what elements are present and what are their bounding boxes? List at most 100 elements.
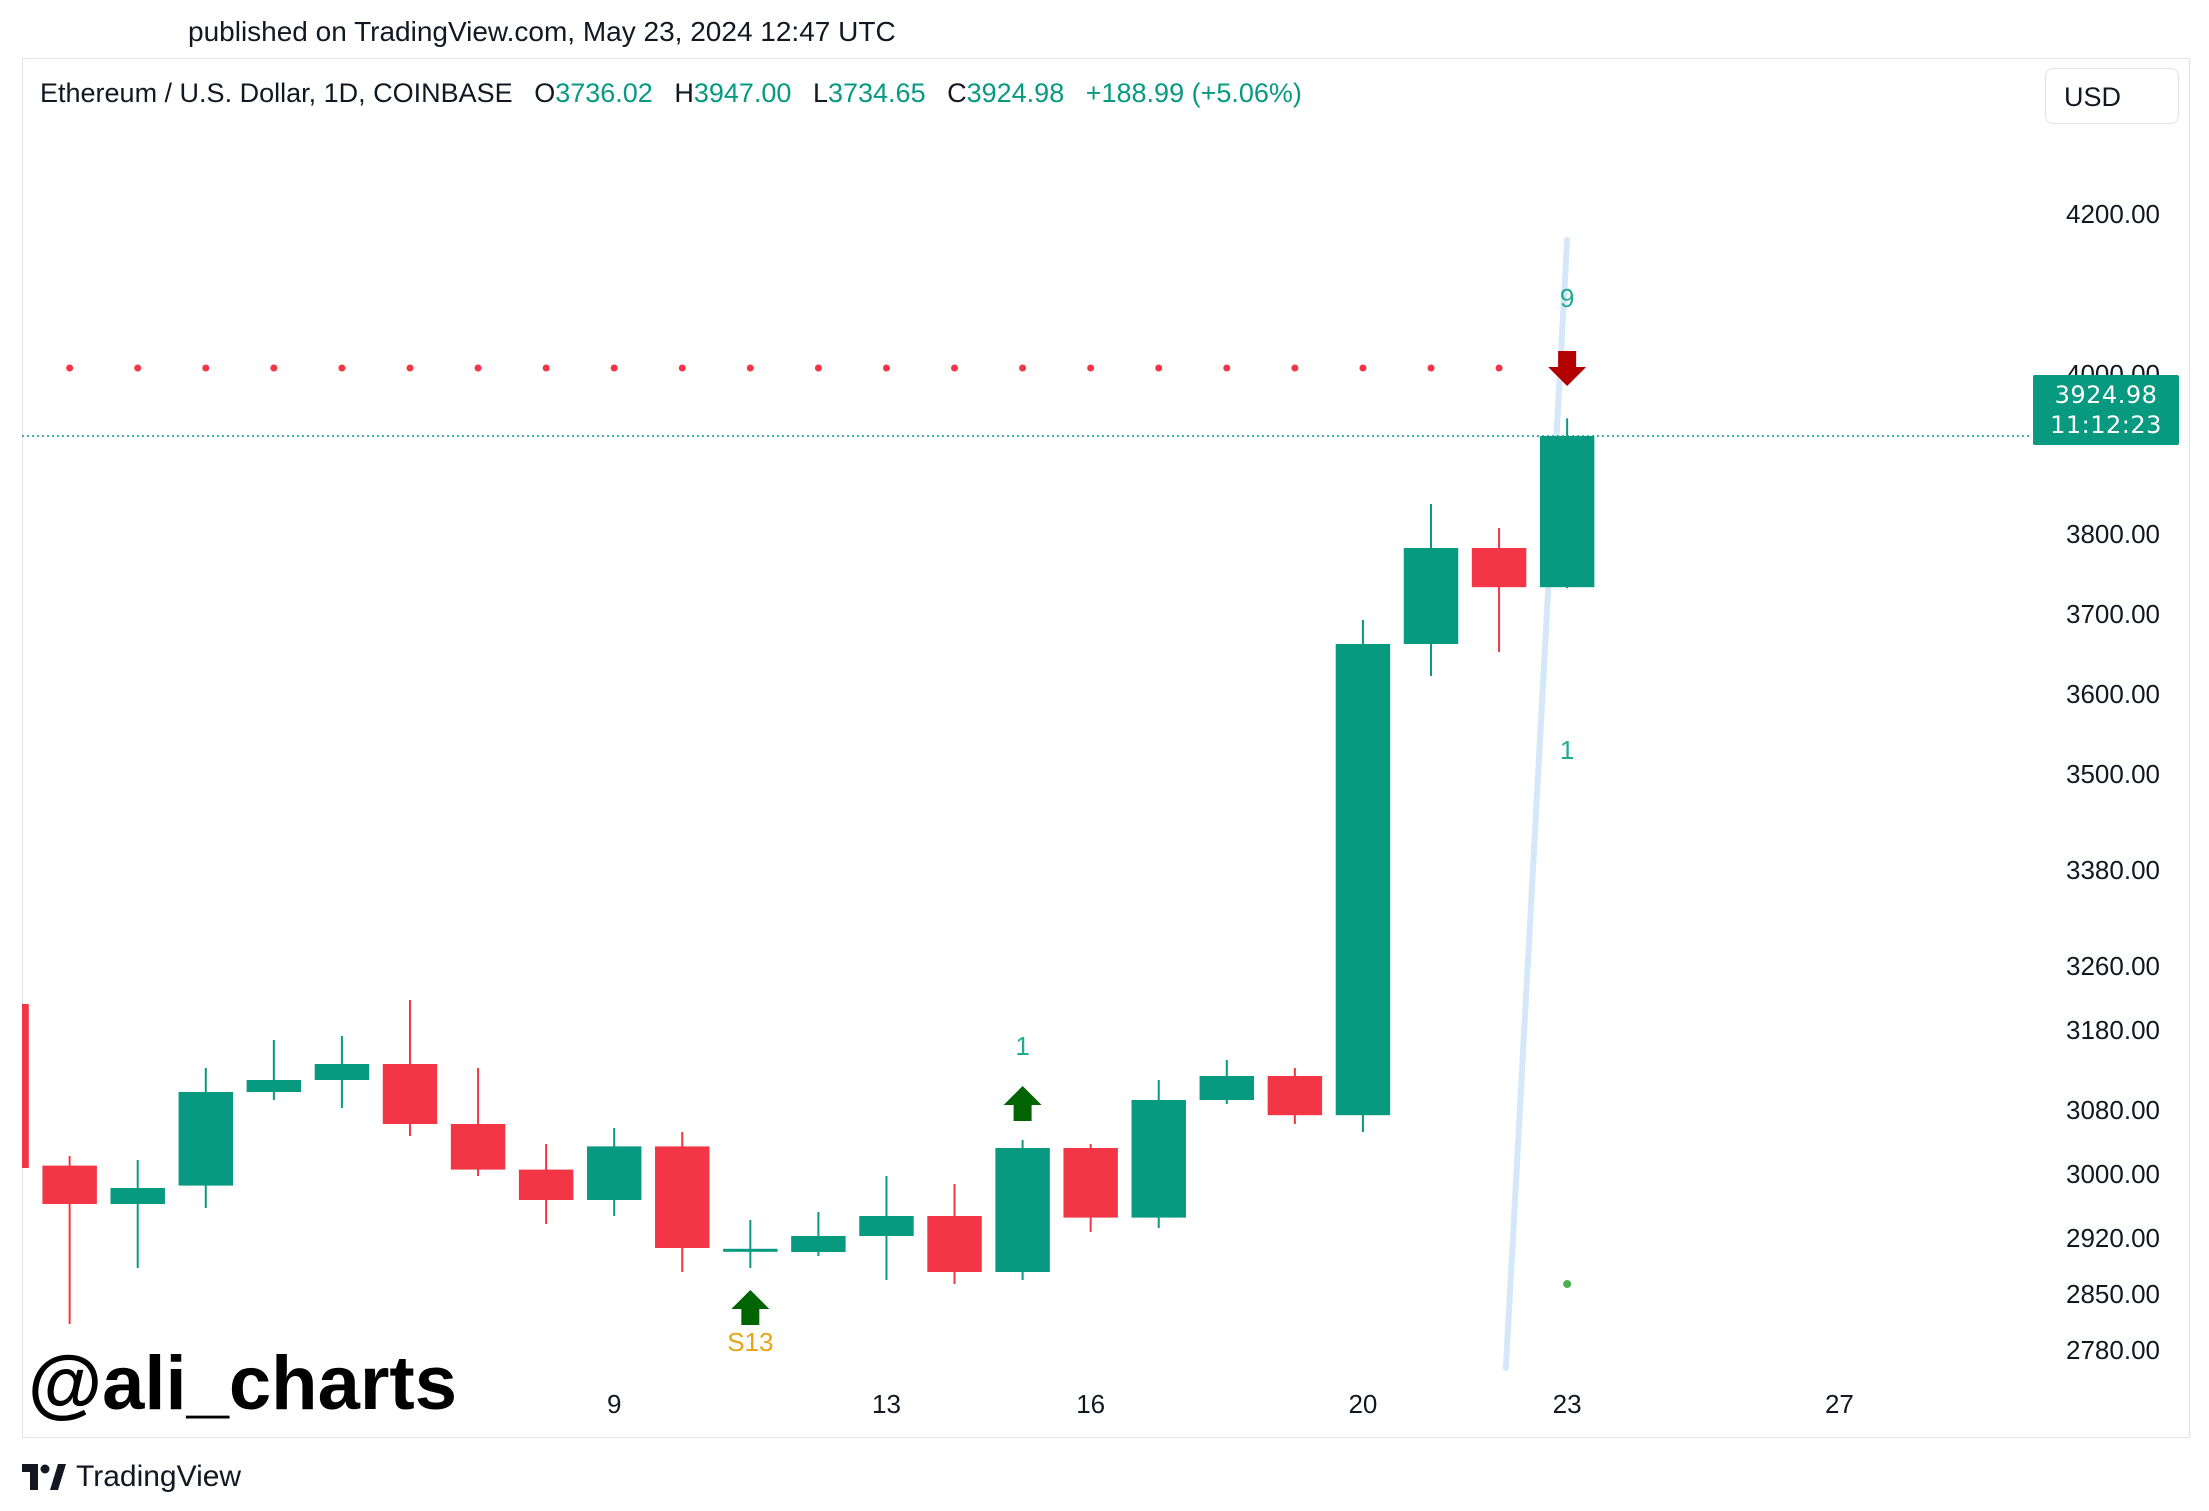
y-axis-tick-label: 2850.00	[2066, 1279, 2160, 1309]
author-watermark: @ali_charts	[28, 1341, 457, 1426]
candle-down[interactable]	[655, 1132, 710, 1272]
bar-countdown: 11:12:23	[2050, 411, 2162, 439]
candle-body	[586, 1146, 642, 1200]
resistance-dot	[1291, 364, 1299, 372]
resistance-dot	[882, 364, 890, 372]
sequential-count-label: 9	[1560, 283, 1574, 313]
candle-up[interactable]	[314, 1036, 370, 1108]
y-axis-tick-label: 3800.00	[2066, 519, 2160, 549]
y-axis-tick-label: 3600.00	[2066, 679, 2160, 709]
candle-body	[1063, 1148, 1118, 1218]
candle-body	[518, 1169, 574, 1200]
resistance-dot	[474, 364, 482, 372]
resistance-dot	[406, 364, 414, 372]
last-price-tag: 3924.98 11:12:23	[2033, 375, 2179, 445]
symbol-legend: Ethereum / U.S. Dollar, 1D, COINBASE O37…	[40, 78, 1302, 109]
candle-up[interactable]	[859, 1176, 914, 1280]
sequential-count-label: 1	[1560, 735, 1574, 765]
candle-body	[246, 1080, 302, 1092]
resistance-dot	[951, 364, 959, 372]
resistance-dot	[1223, 364, 1231, 372]
resistance-dot	[542, 364, 550, 372]
resistance-dot	[1087, 364, 1095, 372]
resistance-dot	[1359, 364, 1367, 372]
currency-button[interactable]: USD	[2045, 68, 2179, 124]
candle-body	[859, 1216, 914, 1236]
y-axis-tick-label: 3380.00	[2066, 855, 2160, 885]
y-axis-tick-label: 3180.00	[2066, 1015, 2160, 1045]
candle-body	[178, 1092, 234, 1186]
candle-up[interactable]	[1335, 620, 1391, 1132]
x-axis-tick-label: 23	[1553, 1389, 1582, 1419]
resistance-dot	[1427, 364, 1435, 372]
y-axis-tick-label: 3260.00	[2066, 951, 2160, 981]
candle-up[interactable]	[1403, 504, 1459, 676]
candle-down[interactable]	[382, 1000, 438, 1136]
resistance-dot	[746, 364, 754, 372]
candle-up[interactable]	[1131, 1080, 1186, 1228]
tradingview-logo-icon	[22, 1464, 66, 1490]
tradingview-brand[interactable]: TradingView	[22, 1460, 241, 1494]
candle-body	[314, 1064, 370, 1080]
trend-line[interactable]	[1502, 237, 1571, 1371]
candle-up[interactable]	[246, 1040, 302, 1100]
candle-up[interactable]	[791, 1212, 846, 1256]
candle-up[interactable]	[110, 1160, 165, 1268]
y-axis-tick-label: 3700.00	[2066, 599, 2160, 629]
candle-up[interactable]	[178, 1068, 234, 1208]
x-axis-tick-label: 27	[1825, 1389, 1854, 1419]
candle-body	[382, 1064, 438, 1124]
sell-signal-arrow-icon	[1548, 351, 1587, 386]
low-value: 3734.65	[827, 78, 926, 108]
candle-body	[927, 1216, 982, 1272]
symbol-name[interactable]: Ethereum / U.S. Dollar, 1D, COINBASE	[40, 78, 513, 108]
change-value: +188.99 (+5.06%)	[1085, 78, 1302, 108]
candle-down[interactable]	[1471, 528, 1527, 652]
candle-up[interactable]	[995, 1140, 1050, 1280]
chart-frame	[22, 58, 2190, 1438]
high-value: 3947.00	[693, 78, 792, 108]
resistance-dot	[338, 364, 346, 372]
candle-down[interactable]	[1063, 1144, 1118, 1232]
open-label: O	[534, 78, 556, 108]
candle-body	[42, 1165, 97, 1204]
candle-body	[723, 1248, 778, 1252]
candle-body	[1267, 1076, 1323, 1116]
buy-signal-arrow-icon	[731, 1290, 770, 1325]
candle-down[interactable]	[518, 1144, 574, 1224]
resistance-dot	[1155, 364, 1163, 372]
candle-body	[1539, 436, 1595, 588]
candle-down[interactable]	[42, 1156, 97, 1324]
resistance-dot	[814, 364, 822, 372]
open-value: 3736.02	[555, 78, 653, 108]
signal-dot	[1563, 1280, 1572, 1288]
resistance-dot	[1019, 364, 1027, 372]
candle-up[interactable]	[1539, 418, 1595, 589]
candle-body	[1403, 548, 1459, 644]
sequential-count-label: 1	[1015, 1031, 1029, 1061]
candle-up[interactable]	[586, 1128, 642, 1216]
close-label: C	[947, 78, 967, 108]
resistance-dot	[678, 364, 686, 372]
candle-down[interactable]	[1267, 1068, 1323, 1124]
resistance-dot	[1495, 364, 1503, 372]
high-label: H	[674, 78, 694, 108]
candle-down[interactable]	[450, 1068, 506, 1176]
close-value: 3924.98	[966, 78, 1065, 108]
x-axis-tick-label: 9	[607, 1389, 621, 1419]
resistance-dot	[202, 364, 210, 372]
x-axis-tick-label: 20	[1348, 1389, 1377, 1419]
candle-body	[450, 1124, 506, 1170]
candle-body	[995, 1148, 1050, 1272]
resistance-dot	[134, 364, 142, 372]
buy-signal-arrow-icon	[1003, 1086, 1042, 1121]
brand-name: TradingView	[76, 1460, 242, 1493]
resistance-dot	[270, 364, 278, 372]
candle-up[interactable]	[1199, 1060, 1255, 1104]
y-axis-tick-label: 3080.00	[2066, 1095, 2160, 1125]
candle-down[interactable]	[927, 1184, 982, 1284]
candle-body	[791, 1236, 846, 1252]
candle-up[interactable]	[723, 1220, 778, 1268]
candle-down[interactable]	[22, 1004, 29, 1168]
